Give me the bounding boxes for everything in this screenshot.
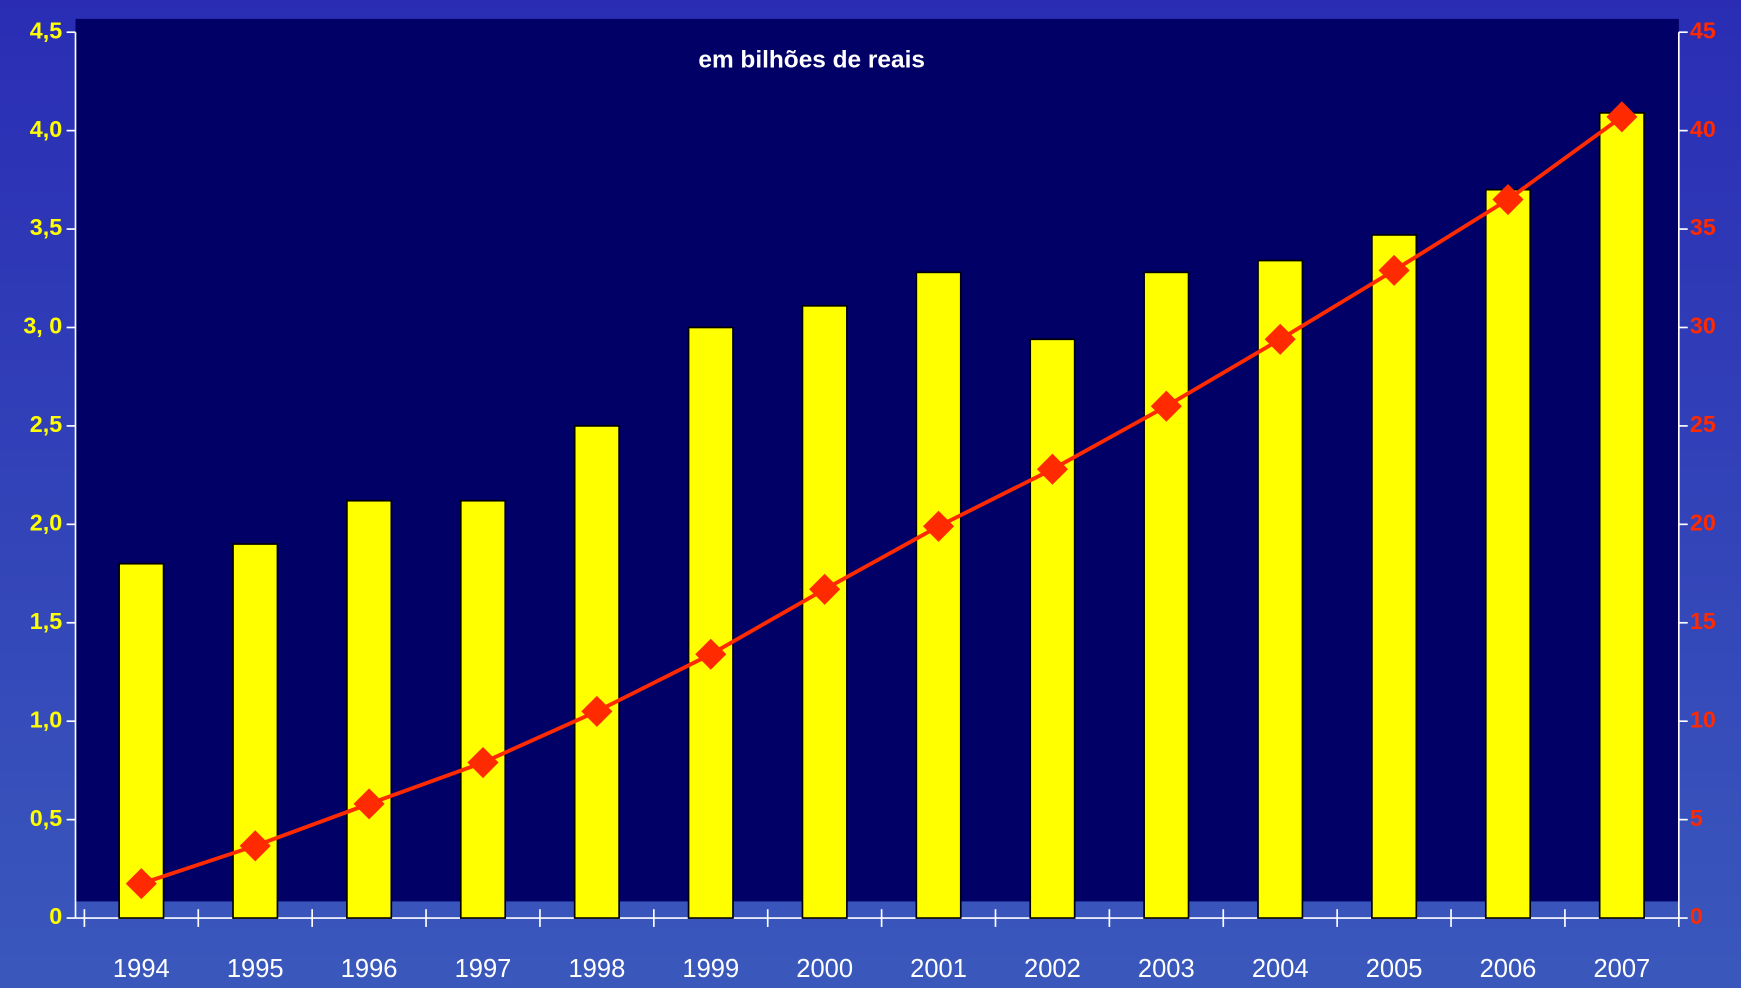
marker bbox=[923, 510, 955, 542]
x-tick-label: 1997 bbox=[455, 955, 512, 983]
marker bbox=[1264, 323, 1296, 355]
x-tick-label: 2004 bbox=[1252, 955, 1309, 983]
bar bbox=[1029, 338, 1076, 919]
x-tick-label: 2003 bbox=[1138, 955, 1195, 983]
bar bbox=[1371, 234, 1418, 919]
marker bbox=[1378, 254, 1410, 286]
x-tick-label: 1995 bbox=[227, 955, 284, 983]
y2-tick-label: 30 bbox=[1690, 313, 1716, 339]
y2-tick-label: 25 bbox=[1690, 411, 1716, 437]
y-tick-label: 4,0 bbox=[30, 116, 62, 142]
bar bbox=[346, 499, 393, 919]
bar bbox=[118, 562, 165, 919]
y2-tick-label: 5 bbox=[1690, 805, 1703, 831]
marker bbox=[1036, 453, 1068, 485]
y2-tick-label: 15 bbox=[1690, 608, 1716, 634]
y-tick-label: 4,5 bbox=[30, 17, 62, 43]
bar bbox=[915, 271, 962, 919]
y-tick-label: 3,5 bbox=[30, 214, 62, 240]
marker bbox=[1150, 390, 1182, 422]
bar bbox=[687, 326, 734, 919]
y-tick-label: 1,5 bbox=[30, 608, 62, 634]
bar bbox=[459, 499, 507, 919]
y2-tick-label: 20 bbox=[1690, 510, 1716, 536]
bar bbox=[1484, 188, 1532, 919]
y-tick-label: 2,0 bbox=[30, 510, 62, 536]
marker bbox=[125, 868, 157, 900]
y-tick-label: 0,5 bbox=[30, 805, 62, 831]
x-tick-label: 1996 bbox=[341, 955, 398, 983]
bar bbox=[232, 543, 279, 919]
x-tick-label: 1998 bbox=[568, 955, 625, 983]
chart-title: em bilhões de reais bbox=[698, 47, 925, 74]
x-tick-label: 2007 bbox=[1593, 955, 1650, 983]
x-tick-label: 2005 bbox=[1366, 955, 1423, 983]
bar bbox=[801, 304, 848, 919]
y2-tick-label: 0 bbox=[1690, 903, 1703, 929]
y-tick-label: 2,5 bbox=[30, 411, 62, 437]
y2-tick-label: 35 bbox=[1690, 214, 1716, 240]
x-tick-label: 1994 bbox=[113, 955, 170, 983]
marker bbox=[581, 695, 613, 727]
line bbox=[140, 115, 1624, 886]
x-tick-label: 2001 bbox=[910, 955, 967, 983]
y2-tick-label: 40 bbox=[1690, 116, 1716, 142]
y2-tick-label: 10 bbox=[1690, 706, 1716, 732]
y-tick-label: 3, 0 bbox=[23, 313, 62, 339]
marker bbox=[239, 830, 271, 862]
y2-tick-label: 45 bbox=[1690, 17, 1716, 43]
x-tick-label: 1999 bbox=[682, 955, 739, 983]
bar bbox=[1257, 259, 1304, 919]
x-tick-label: 2000 bbox=[796, 955, 853, 983]
x-tick-label: 2002 bbox=[1024, 955, 1081, 983]
y-tick-label: 1,0 bbox=[30, 706, 62, 732]
plot-area bbox=[75, 18, 1679, 902]
bar bbox=[1143, 271, 1190, 919]
bar bbox=[1598, 112, 1645, 919]
bar bbox=[573, 425, 620, 919]
marker bbox=[353, 788, 385, 820]
x-tick-label: 2006 bbox=[1480, 955, 1537, 983]
marker bbox=[695, 638, 727, 670]
y-tick-label: 0 bbox=[49, 903, 62, 929]
